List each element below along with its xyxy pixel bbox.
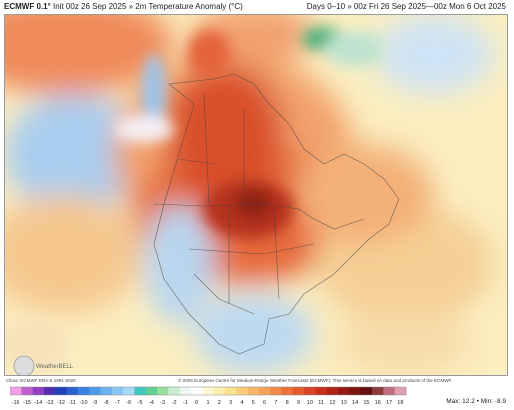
colorbar-label: -3 xyxy=(160,400,165,406)
colorbar-swatch xyxy=(315,387,328,395)
colorbar-label: 6 xyxy=(263,400,266,406)
period: Days 0–10 » 00z Fri 26 Sep 2025—00z Mon … xyxy=(306,2,506,11)
colorbar-swatch xyxy=(123,387,135,395)
colorbar-label: -5 xyxy=(138,400,143,406)
copyright: © 2025 European Centre for Medium-Range … xyxy=(178,378,453,383)
colorbar-swatch xyxy=(304,387,316,395)
colorbar-label: 11 xyxy=(318,400,324,406)
colorbar-label: -6 xyxy=(126,400,131,406)
colorbar-swatch xyxy=(43,387,56,395)
colorbar-swatch xyxy=(21,387,33,395)
colorbar-swatch xyxy=(394,387,407,395)
colorbar-swatch xyxy=(349,387,362,395)
colorbar-swatch xyxy=(145,387,158,395)
description: Init 00z 26 Sep 2025 » 2m Temperature An… xyxy=(53,2,243,11)
colorbar-swatch xyxy=(372,387,384,395)
colorbar: -16 -15 -14 -13 -12 -11 -10 -9 -8 -7 -6 -5 -4 -3 -2 -1 0… xyxy=(10,386,407,406)
max-min: Max: 12.2 • Min: -8.9 xyxy=(446,398,506,405)
colorbar-label: -16 xyxy=(12,400,20,406)
colorbar-swatch xyxy=(168,387,181,395)
colorbar-swatch xyxy=(213,387,226,395)
colorbar-swatch xyxy=(55,387,67,395)
colorbar-label: 5 xyxy=(252,400,255,406)
colorbar-label: 12 xyxy=(329,400,335,406)
colorbar-swatch xyxy=(202,387,214,395)
colorbar-label: -4 xyxy=(149,400,154,406)
colorbar-swatch xyxy=(111,387,124,395)
colorbar-border xyxy=(10,386,407,396)
watermark: WeatherBELL xyxy=(13,355,74,376)
colorbar-label: 10 xyxy=(307,400,313,406)
colorbar-label: -9 xyxy=(92,400,97,406)
climatology: Clima: ECMWF ERA-5 1991-2020 xyxy=(6,378,76,383)
colorbar-label: -10 xyxy=(80,400,88,406)
colorbar-swatch xyxy=(338,387,350,395)
colorbar-label: -7 xyxy=(115,400,120,406)
colorbar-swatch xyxy=(10,387,22,395)
colorbar-label: 8 xyxy=(286,400,289,406)
colorbar-label: 13 xyxy=(341,400,347,406)
colorbar-label: -8 xyxy=(104,400,109,406)
colorbar-swatch xyxy=(224,387,237,395)
colorbar-swatch xyxy=(179,387,192,395)
colorbar-label: 18 xyxy=(397,400,403,406)
colorbar-label: 1 xyxy=(206,400,209,406)
colorbar-swatch xyxy=(383,387,395,395)
colorbar-label: 7 xyxy=(274,400,277,406)
colorbar-swatch xyxy=(258,387,271,395)
colorbar-label: 0 xyxy=(195,400,198,406)
colorbar-label: -11 xyxy=(68,400,76,406)
colorbar-swatch xyxy=(326,387,339,395)
colorbar-label: -13 xyxy=(46,400,54,406)
colorbar-label: 9 xyxy=(297,400,300,406)
colorbar-label: 3 xyxy=(229,400,232,406)
model-name: ECMWF 0.1° xyxy=(4,2,51,11)
colorbar-swatch xyxy=(281,387,294,395)
colorbar-label: 4 xyxy=(240,400,243,406)
colorbar-swatch xyxy=(236,387,248,395)
colorbar-label: -14 xyxy=(34,400,42,406)
colorbar-swatch xyxy=(191,387,203,395)
colorbar-label: -15 xyxy=(23,400,31,406)
colorbar-label: -2 xyxy=(172,400,177,406)
colorbar-label: 2 xyxy=(218,400,221,406)
watermark-text: WeatherBELL xyxy=(36,364,74,370)
colorbar-label: 17 xyxy=(386,400,392,406)
colorbar-label: 14 xyxy=(352,400,358,406)
colorbar-swatch xyxy=(360,387,373,395)
colorbar-swatch xyxy=(66,387,79,395)
colorbar-label: 16 xyxy=(375,400,381,406)
colorbar-label: -12 xyxy=(57,400,65,406)
colorbar-swatch xyxy=(134,387,147,395)
colorbar-swatch xyxy=(77,387,90,395)
colorbar-swatch xyxy=(157,387,169,395)
colorbar-swatch xyxy=(32,387,45,395)
colorbar-swatch xyxy=(100,387,113,395)
colorbar-swatch xyxy=(292,387,305,395)
colorbar-swatch xyxy=(270,387,282,395)
colorbar-swatch xyxy=(89,387,101,395)
colorbar-label: 15 xyxy=(363,400,369,406)
colorbar-swatch xyxy=(247,387,260,395)
header-left: ECMWF 0.1° Init 00z 26 Sep 2025 » 2m Tem… xyxy=(4,2,243,11)
colorbar-label: -1 xyxy=(183,400,188,406)
map: WeatherBELL xyxy=(4,14,508,376)
